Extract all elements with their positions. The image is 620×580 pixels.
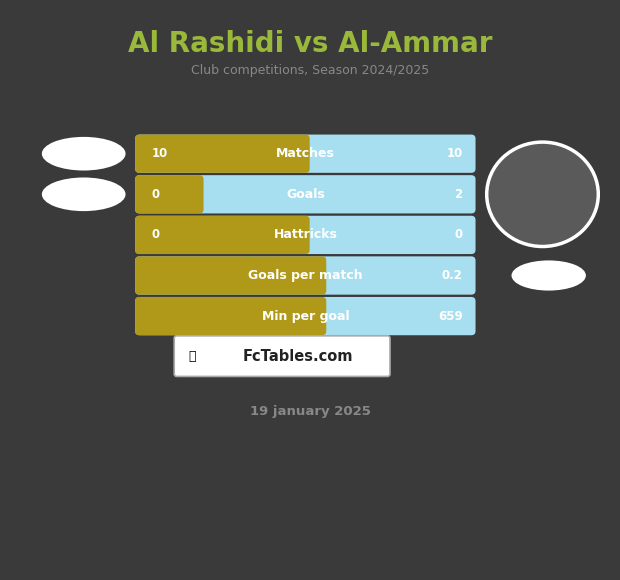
FancyBboxPatch shape: [135, 135, 476, 173]
Text: Goals per match: Goals per match: [248, 269, 363, 282]
FancyBboxPatch shape: [135, 297, 476, 335]
FancyBboxPatch shape: [309, 301, 322, 331]
Text: Goals: Goals: [286, 188, 325, 201]
FancyBboxPatch shape: [135, 175, 203, 213]
FancyBboxPatch shape: [135, 256, 476, 295]
Text: 0: 0: [454, 229, 463, 241]
Ellipse shape: [512, 260, 586, 291]
Text: 2: 2: [454, 188, 463, 201]
Text: Al Rashidi vs Al-Ammar: Al Rashidi vs Al-Ammar: [128, 30, 492, 57]
Ellipse shape: [42, 177, 125, 211]
Text: Club competitions, Season 2024/2025: Club competitions, Season 2024/2025: [191, 64, 429, 77]
Circle shape: [487, 142, 598, 246]
Text: 659: 659: [438, 310, 463, 322]
Text: Min per goal: Min per goal: [262, 310, 349, 322]
FancyBboxPatch shape: [135, 216, 310, 254]
FancyBboxPatch shape: [174, 336, 390, 376]
FancyBboxPatch shape: [135, 297, 326, 335]
Text: 10: 10: [152, 147, 168, 160]
FancyBboxPatch shape: [293, 220, 306, 250]
FancyBboxPatch shape: [135, 216, 476, 254]
Text: 10: 10: [446, 147, 463, 160]
Text: 0: 0: [152, 229, 160, 241]
FancyBboxPatch shape: [135, 135, 310, 173]
Text: 0: 0: [152, 188, 160, 201]
FancyBboxPatch shape: [135, 175, 476, 213]
Text: 📊: 📊: [188, 350, 196, 362]
Text: 0.2: 0.2: [441, 269, 463, 282]
Text: FcTables.com: FcTables.com: [242, 349, 353, 364]
FancyBboxPatch shape: [187, 179, 199, 209]
FancyBboxPatch shape: [135, 256, 326, 295]
Text: Matches: Matches: [276, 147, 335, 160]
Text: 19 january 2025: 19 january 2025: [250, 405, 370, 418]
FancyBboxPatch shape: [309, 260, 322, 291]
Text: Hattricks: Hattricks: [273, 229, 337, 241]
Ellipse shape: [42, 137, 125, 171]
FancyBboxPatch shape: [293, 139, 306, 169]
